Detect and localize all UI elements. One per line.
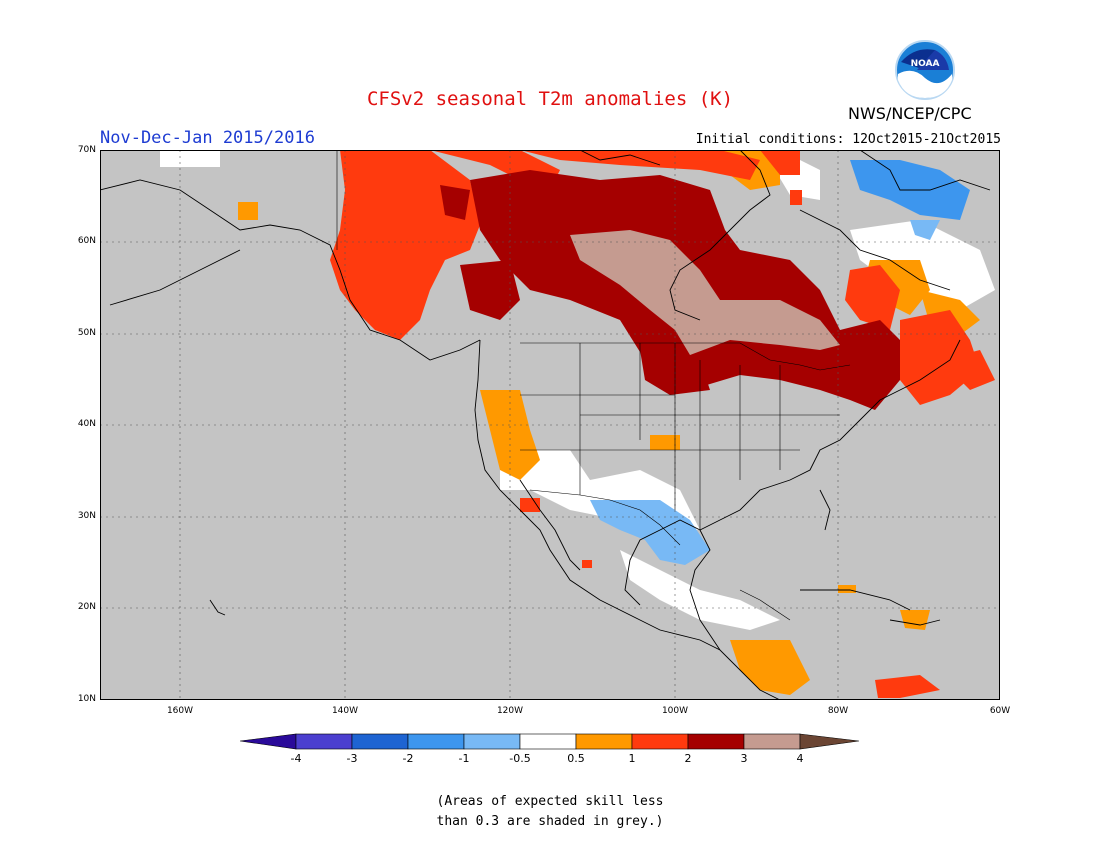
colorbar-tick: -0.5 [509,752,531,765]
colorbar-swatch-6 [575,733,633,750]
colorbar-swatch-8 [687,733,745,750]
skill-note-line2: than 0.3 are shaded in grey.) [436,814,664,829]
initial-conditions: Initial conditions: 12Oct2015-21Oct2015 [695,132,1001,147]
agency-label: NWS/NCEP/CPC [848,104,972,123]
anomaly-3-4-areas [570,230,840,355]
colorbar-swatch-5 [519,733,577,750]
lon-label-120w: 120W [496,706,524,716]
skill-note: (Areas of expected skill less than 0.3 a… [0,792,1100,832]
lon-label-80w: 80W [827,706,849,716]
lon-label-60w: 60W [989,706,1011,716]
colorbar-tick: 2 [684,752,692,765]
graticule [100,150,1000,700]
noaa-logo: NOAA [895,40,955,100]
colorbar [240,733,860,750]
colorbar-swatch-2 [351,733,409,750]
colorbar-tick: 3 [740,752,748,765]
colorbar-swatch-7 [631,733,689,750]
skill-note-line1: (Areas of expected skill less [436,794,664,809]
colorbar-swatch-1 [295,733,353,750]
anomaly-map [100,150,1000,700]
lat-label-10n: 10N [77,694,96,704]
forecast-period: Nov-Dec-Jan 2015/2016 [100,128,315,148]
colorbar-swatch-9 [743,733,801,750]
colorbar-swatch-below-4 [240,733,297,750]
lat-label-20n: 20N [77,602,96,612]
colorbar-tick: -2 [402,752,414,765]
colorbar-tick: 4 [796,752,804,765]
lat-label-50n: 50N [77,328,96,338]
colorbar-swatch-above-4 [799,733,860,750]
colorbar-swatch-4 [463,733,521,750]
political-boundaries [336,150,851,621]
lon-label-160w: 160W [166,706,194,716]
map-title: CFSv2 seasonal T2m anomalies (K) [366,88,734,110]
colorbar-tick: -3 [346,752,358,765]
lat-label-40n: 40N [77,419,96,429]
lat-label-70n: 70N [77,145,96,155]
lon-label-100w: 100W [661,706,689,716]
svg-text:NOAA: NOAA [911,59,940,69]
lat-label-30n: 30N [77,511,96,521]
colorbar-tick: 0.5 [567,752,585,765]
colorbar-tick: 1 [628,752,636,765]
colorbar-tick: -1 [458,752,470,765]
colorbar-swatch-3 [407,733,465,750]
lat-label-60n: 60N [77,236,96,246]
lon-label-140w: 140W [331,706,359,716]
colorbar-tick: -4 [290,752,302,765]
coastlines [100,150,991,700]
